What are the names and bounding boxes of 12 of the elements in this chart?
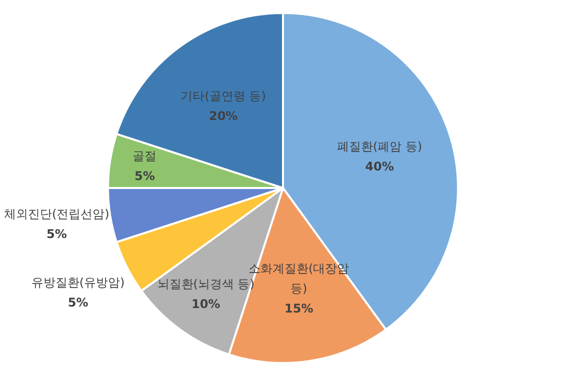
slice-label: 골절	[132, 149, 157, 164]
data-label: 40%	[365, 160, 394, 174]
slice-label: 체외진단(전립선암)	[4, 206, 110, 221]
data-label: 20%	[208, 108, 238, 123]
slice-label: 기타(골연령 등)	[180, 88, 266, 103]
slice-label: 유방질환(유방암)	[31, 275, 125, 290]
data-label: 5%	[46, 226, 67, 241]
slice-label: 폐질환(폐암 등)	[336, 140, 422, 154]
data-label: 5%	[134, 169, 155, 184]
data-label: 5%	[68, 295, 88, 310]
data-label: 10%	[191, 297, 220, 312]
data-label: 15%	[284, 301, 314, 316]
